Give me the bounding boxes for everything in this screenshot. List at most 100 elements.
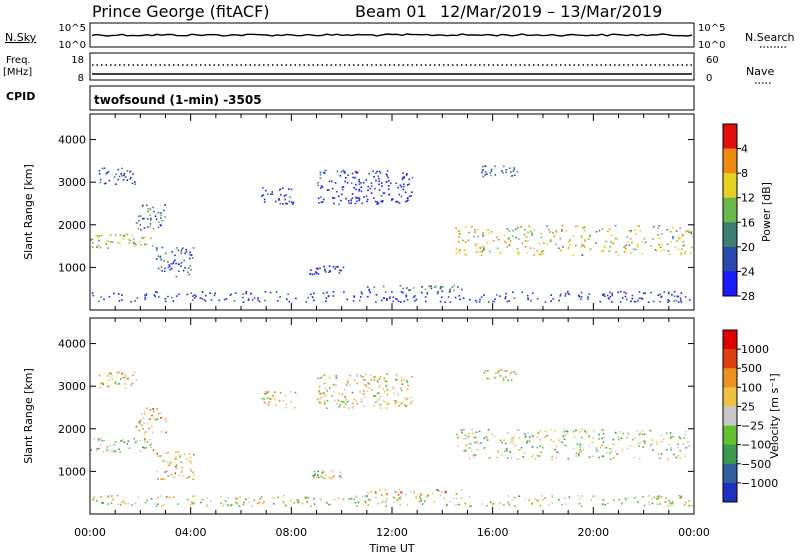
power-echo-point	[184, 267, 186, 269]
power-echo-point	[271, 193, 274, 195]
power-echo-point	[372, 170, 374, 173]
velocity-echo-point	[127, 377, 129, 380]
velocity-echo-point	[656, 498, 658, 500]
velocity-echo-point	[680, 495, 683, 498]
power-echo-point	[506, 300, 509, 303]
velocity-echo-point	[335, 377, 338, 379]
power-echo-point	[331, 187, 334, 190]
velocity-echo-point	[259, 498, 261, 500]
power-echo-point	[568, 241, 570, 243]
velocity-echo-point	[540, 451, 542, 453]
velocity-echo-point	[320, 376, 323, 379]
velocity-echo-point	[264, 402, 267, 404]
velocity-echo-point	[507, 431, 509, 434]
power-echo-point	[630, 300, 632, 302]
velocity-echo-point	[579, 445, 581, 448]
power-echo-point	[559, 295, 562, 297]
velocity-echo-point	[503, 450, 506, 452]
velocity-colorbar-segment	[723, 482, 737, 503]
velocity-echo-point	[478, 430, 481, 433]
velocity-echo-point	[562, 435, 565, 437]
power-echo-point	[354, 202, 357, 205]
power-echo-point	[164, 267, 166, 270]
velocity-echo-point	[507, 495, 509, 497]
velocity-echo-point	[102, 383, 104, 385]
velocity-echo-point	[578, 502, 581, 505]
velocity-echo-point	[306, 496, 309, 499]
power-echo-point	[340, 199, 342, 202]
velocity-echo-point	[514, 505, 516, 507]
velocity-echo-point	[397, 499, 400, 502]
velocity-echo-region	[312, 469, 342, 480]
velocity-echo-point	[189, 503, 192, 506]
power-echo-point	[355, 188, 357, 191]
power-echo-point	[661, 233, 663, 235]
velocity-echo-point	[338, 475, 341, 477]
velocity-echo-point	[175, 458, 178, 460]
velocity-echo-point	[691, 505, 693, 507]
power-echo-point	[99, 246, 102, 249]
power-echo-point	[612, 242, 614, 245]
velocity-echo-point	[675, 456, 678, 459]
power-ytick-label: 2000	[58, 219, 86, 232]
power-echo-point	[109, 234, 112, 236]
power-echo-point	[230, 293, 233, 296]
velocity-echo-point	[631, 438, 634, 441]
power-echo-point	[629, 230, 632, 233]
velocity-echo-point	[120, 502, 123, 504]
velocity-echo-point	[592, 437, 595, 440]
power-echo-point	[402, 188, 404, 191]
velocity-echo-point	[363, 383, 365, 386]
velocity-echo-point	[599, 446, 602, 449]
velocity-echo-point	[385, 385, 387, 387]
power-echo-point	[171, 296, 173, 299]
velocity-echo-point	[144, 501, 147, 504]
velocity-echo-point	[496, 456, 498, 459]
velocity-echo-region	[98, 371, 138, 390]
power-echo-point	[366, 198, 369, 201]
power-colorbar-segment	[723, 197, 737, 223]
velocity-echo-point	[140, 419, 142, 421]
velocity-echo-point	[440, 490, 443, 493]
velocity-echo-point	[168, 464, 170, 467]
velocity-echo-point	[318, 393, 321, 395]
velocity-echo-point	[684, 455, 686, 457]
velocity-echo-point	[111, 373, 113, 376]
velocity-echo-point	[551, 455, 553, 458]
velocity-echo-point	[537, 431, 540, 434]
power-echo-point	[398, 202, 401, 204]
power-echo-point	[527, 297, 529, 299]
velocity-echo-point	[657, 495, 659, 498]
velocity-echo-point	[362, 378, 365, 381]
velocity-echo-point	[271, 395, 274, 398]
velocity-echo-point	[588, 456, 591, 458]
power-echo-point	[486, 173, 488, 175]
power-echo-region	[367, 284, 463, 293]
velocity-echo-point	[235, 501, 237, 504]
power-echo-point	[121, 174, 123, 177]
power-echo-point	[669, 230, 672, 233]
power-echo-point	[344, 180, 346, 183]
power-echo-region	[90, 233, 154, 250]
velocity-echo-point	[638, 445, 640, 447]
power-echo-point	[428, 285, 431, 288]
velocity-echo-point	[487, 428, 490, 431]
power-echo-point	[368, 288, 370, 291]
power-echo-point	[595, 242, 597, 244]
power-echo-point	[623, 251, 626, 253]
velocity-echo-point	[656, 503, 658, 505]
velocity-echo-point	[112, 498, 114, 501]
velocity-echo-point	[322, 470, 324, 473]
velocity-echo-point	[400, 376, 403, 379]
velocity-echo-point	[491, 433, 493, 435]
power-colorbar-segment	[723, 246, 737, 272]
power-echo-point	[405, 294, 408, 296]
station-title: Prince George (fitACF)	[92, 2, 270, 21]
velocity-echo-point	[118, 371, 121, 373]
velocity-echo-point	[376, 400, 379, 402]
velocity-echo-point	[407, 397, 409, 399]
power-echo-point	[146, 243, 148, 246]
velocity-echo-point	[406, 503, 409, 506]
velocity-echo-point	[439, 494, 442, 497]
